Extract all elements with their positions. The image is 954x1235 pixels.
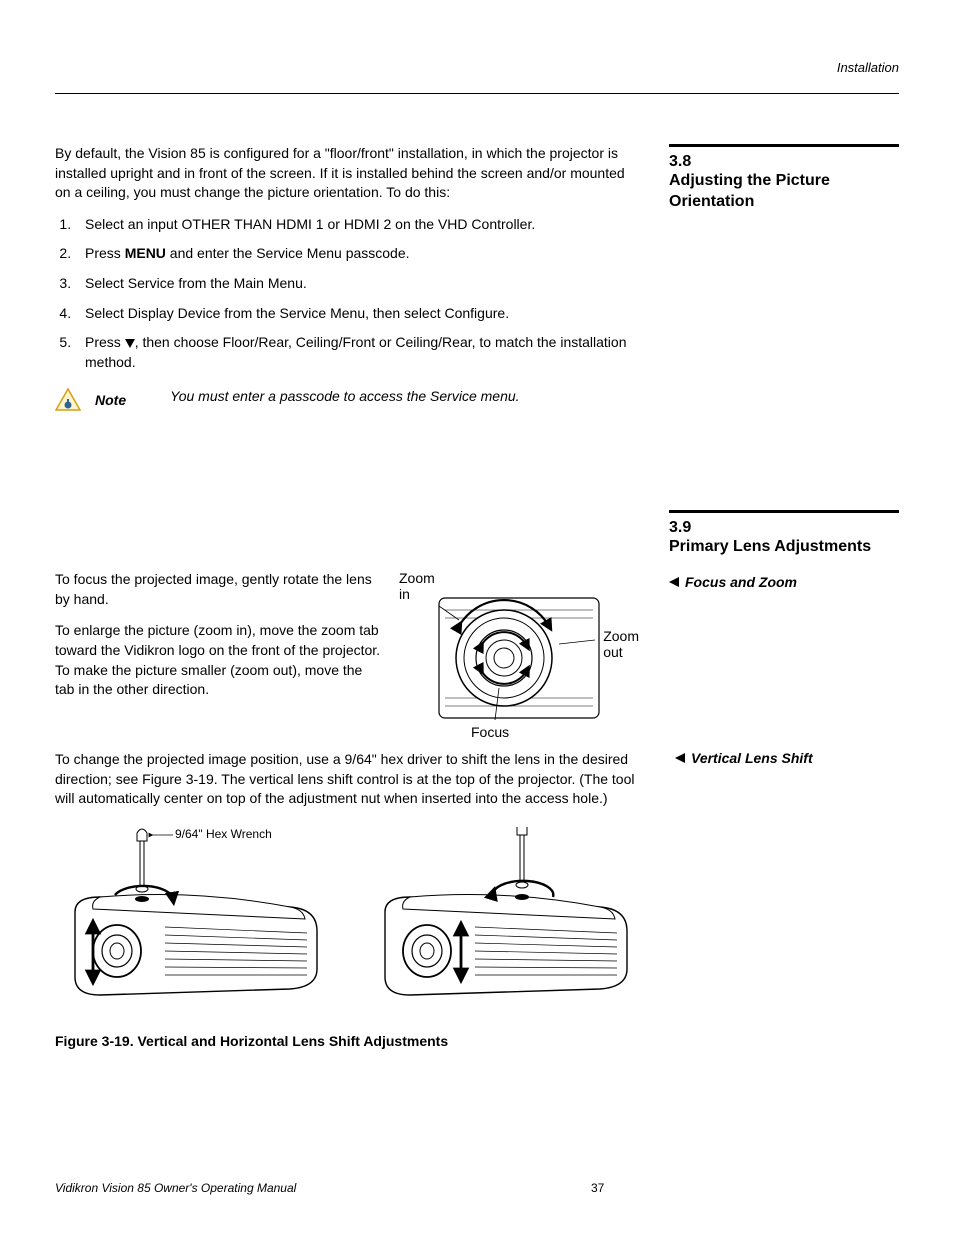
- focus-p2: To enlarge the picture (zoom in), move t…: [55, 621, 383, 699]
- focus-label: Focus: [471, 724, 509, 740]
- vshift-side-label: Vertical Lens Shift: [675, 750, 899, 766]
- side-title-3-9: 3.9 Primary Lens Adjustments: [669, 510, 899, 558]
- focus-zoom-figure: Zoomin Zoomout Focus: [399, 570, 639, 740]
- step-2: Press MENU and enter the Service Menu pa…: [75, 244, 639, 264]
- section-num: 3.9: [669, 519, 899, 537]
- zoom-out-label: Zoomout: [603, 628, 639, 660]
- side-title-3-8: 3.8 Adjusting the Picture Orientation: [669, 144, 899, 213]
- warning-icon: [55, 388, 81, 412]
- note-text: You must enter a passcode to access the …: [170, 388, 519, 404]
- step-5: Press , then choose Floor/Rear, Ceiling/…: [75, 333, 639, 372]
- projector-right-diagram: [365, 827, 645, 1002]
- down-arrow-icon: [125, 339, 135, 348]
- note-row: Note You must enter a passcode to access…: [55, 388, 639, 412]
- section-3-8: By default, the Vision 85 is configured …: [55, 144, 899, 452]
- side-rule: [669, 510, 899, 513]
- figure-3-19-caption: Figure 3-19. Vertical and Horizontal Len…: [55, 1033, 645, 1049]
- projector-left-diagram: [55, 827, 335, 1002]
- side-rule: [669, 144, 899, 147]
- header-section-label: Installation: [55, 60, 899, 75]
- step-4: Select Display Device from the Service M…: [75, 304, 639, 324]
- step-3: Select Service from the Main Menu.: [75, 274, 639, 294]
- focus-zoom-side-label: Focus and Zoom: [669, 574, 899, 590]
- page-footer: Vidikron Vision 85 Owner's Operating Man…: [55, 1181, 899, 1195]
- section-3-8-intro: By default, the Vision 85 is configured …: [55, 144, 639, 203]
- section-3-9-header: 3.9 Primary Lens Adjustments: [55, 510, 899, 570]
- step-1: Select an input OTHER THAN HDMI 1 or HDM…: [75, 215, 639, 235]
- vertical-lens-shift: To change the projected image position, …: [55, 750, 899, 1049]
- vshift-p1: To change the projected image position, …: [55, 750, 645, 809]
- figure-3-19: 9/64" Hex Wrench: [55, 827, 645, 1007]
- section-title: Primary Lens Adjustments: [669, 537, 899, 558]
- hex-wrench-label: 9/64" Hex Wrench: [175, 827, 272, 841]
- focus-p1: To focus the projected image, gently rot…: [55, 570, 383, 609]
- section-title: Adjusting the Picture Orientation: [669, 171, 899, 213]
- footer-page-number: 37: [591, 1181, 604, 1195]
- header-rule: [55, 93, 899, 94]
- focus-and-zoom: To focus the projected image, gently rot…: [55, 570, 899, 740]
- section-num: 3.8: [669, 153, 899, 171]
- footer-title: Vidikron Vision 85 Owner's Operating Man…: [55, 1181, 296, 1195]
- note-label: Note: [95, 388, 126, 408]
- zoom-in-label: Zoomin: [399, 570, 435, 602]
- section-3-8-steps: Select an input OTHER THAN HDMI 1 or HDM…: [75, 215, 639, 373]
